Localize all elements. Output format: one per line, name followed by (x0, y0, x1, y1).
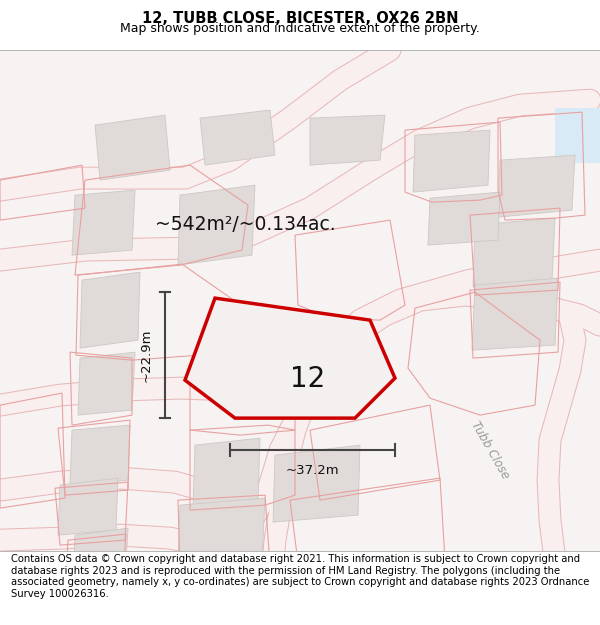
Polygon shape (193, 438, 260, 508)
Text: Contains OS data © Crown copyright and database right 2021. This information is : Contains OS data © Crown copyright and d… (11, 554, 589, 599)
FancyBboxPatch shape (555, 108, 600, 163)
Text: ~37.2m: ~37.2m (286, 464, 340, 477)
Polygon shape (473, 218, 555, 287)
Polygon shape (413, 130, 490, 192)
Polygon shape (72, 190, 135, 255)
Polygon shape (80, 272, 140, 348)
Polygon shape (428, 192, 500, 245)
Text: 12: 12 (290, 365, 325, 392)
Polygon shape (73, 528, 128, 585)
Polygon shape (178, 185, 255, 265)
Polygon shape (498, 155, 575, 217)
Text: Map shows position and indicative extent of the property.: Map shows position and indicative extent… (120, 22, 480, 35)
Polygon shape (58, 478, 118, 535)
Polygon shape (200, 110, 275, 165)
Text: 12, TUBB CLOSE, BICESTER, OX26 2BN: 12, TUBB CLOSE, BICESTER, OX26 2BN (142, 11, 458, 26)
Polygon shape (310, 115, 385, 165)
Polygon shape (70, 425, 130, 485)
Polygon shape (178, 498, 265, 565)
Text: Tubb Close: Tubb Close (468, 419, 512, 481)
Text: ~542m²/~0.134ac.: ~542m²/~0.134ac. (155, 215, 335, 234)
Polygon shape (95, 115, 170, 180)
Polygon shape (472, 278, 558, 350)
Polygon shape (78, 352, 135, 415)
Polygon shape (185, 298, 395, 418)
Text: ~22.9m: ~22.9m (140, 328, 153, 382)
Polygon shape (273, 445, 360, 522)
